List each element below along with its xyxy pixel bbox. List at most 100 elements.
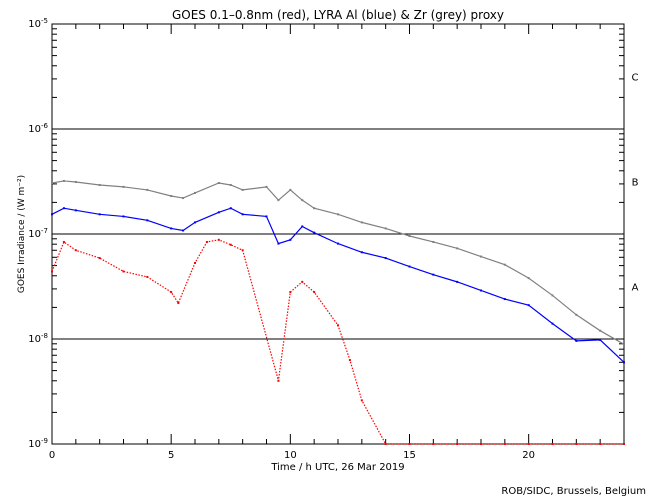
credit-text: ROB/SIDC, Brussels, Belgium <box>501 486 646 497</box>
data-point <box>503 263 506 266</box>
data-point <box>170 291 173 294</box>
data-point <box>277 242 280 245</box>
data-point <box>408 235 411 238</box>
data-point <box>62 207 65 210</box>
series-lyra-al-proxy <box>51 207 625 364</box>
y-tick-label: 10-5 <box>28 17 48 30</box>
x-tick-label: 5 <box>168 450 174 461</box>
data-point <box>241 188 244 191</box>
data-point <box>623 361 625 364</box>
x-tick-label: 10 <box>284 450 297 461</box>
flare-class-label: A <box>632 283 639 294</box>
data-point <box>503 298 506 301</box>
data-point <box>217 181 220 184</box>
data-point <box>456 280 459 283</box>
x-tick-label: 20 <box>522 450 535 461</box>
data-point <box>575 443 578 445</box>
data-point <box>551 322 554 325</box>
data-point <box>623 443 625 445</box>
data-point <box>265 215 268 218</box>
data-point <box>551 294 554 297</box>
data-point <box>170 195 173 198</box>
data-point <box>301 199 304 202</box>
y-tick-label: 10-9 <box>28 437 48 450</box>
series-lyra-zr-proxy <box>51 179 625 346</box>
data-point <box>337 213 339 216</box>
data-point <box>194 261 196 264</box>
data-point <box>194 221 196 224</box>
data-point <box>74 209 77 212</box>
x-tick-label: 0 <box>49 450 55 461</box>
data-point <box>456 443 459 445</box>
data-point <box>480 289 482 292</box>
chart-title: GOES 0.1–0.8nm (red), LYRA Al (blue) & Z… <box>172 8 504 22</box>
data-point <box>313 291 316 294</box>
data-point <box>229 207 232 210</box>
data-point <box>177 302 180 305</box>
data-point <box>337 242 339 245</box>
data-point <box>384 227 387 230</box>
data-point <box>289 291 292 294</box>
data-point <box>122 270 125 273</box>
data-point <box>384 257 387 260</box>
data-point <box>74 180 77 183</box>
data-point <box>432 443 435 445</box>
data-point <box>51 181 53 184</box>
data-point <box>301 280 304 283</box>
data-point <box>146 219 149 222</box>
data-point <box>384 443 387 445</box>
data-point <box>623 343 625 346</box>
data-point <box>289 238 292 241</box>
data-point <box>599 329 602 332</box>
data-point <box>194 191 196 194</box>
data-point <box>122 215 125 218</box>
data-point <box>527 277 530 280</box>
data-point <box>432 240 435 243</box>
data-point <box>98 213 101 216</box>
data-point <box>480 443 482 445</box>
x-tick-label: 15 <box>403 450 416 461</box>
data-point <box>599 338 602 341</box>
data-point <box>527 443 530 445</box>
data-point <box>289 188 292 191</box>
data-point <box>62 179 65 182</box>
data-point <box>527 304 530 307</box>
data-point <box>51 270 53 273</box>
data-point <box>229 243 232 246</box>
data-point <box>265 185 268 188</box>
data-point <box>98 257 101 260</box>
data-point <box>301 225 304 228</box>
data-point <box>575 313 578 316</box>
data-point <box>62 240 65 243</box>
data-point <box>277 199 280 202</box>
series-line <box>51 207 625 363</box>
data-point <box>313 207 316 210</box>
data-point <box>503 443 506 445</box>
y-tick-label: 10-7 <box>28 227 48 240</box>
data-point <box>575 339 578 342</box>
data-point <box>599 443 602 445</box>
data-point <box>241 249 244 252</box>
flare-class-label: C <box>632 73 639 84</box>
data-point <box>408 265 411 268</box>
data-point <box>360 251 363 254</box>
data-point <box>51 213 53 216</box>
data-point <box>182 197 185 200</box>
data-point <box>277 379 280 382</box>
data-point <box>229 183 232 186</box>
data-point <box>205 240 208 243</box>
data-point <box>408 443 411 445</box>
data-point <box>313 231 316 234</box>
data-point <box>456 247 459 250</box>
data-point <box>551 443 554 445</box>
data-point <box>146 275 149 278</box>
y-tick-label: 10-6 <box>28 122 48 135</box>
data-point <box>217 238 220 241</box>
series-line <box>51 180 625 345</box>
series-line <box>51 239 624 445</box>
x-axis-label: Time / h UTC, 26 Mar 2019 <box>270 462 404 473</box>
data-point <box>337 324 339 327</box>
data-point <box>432 273 435 276</box>
